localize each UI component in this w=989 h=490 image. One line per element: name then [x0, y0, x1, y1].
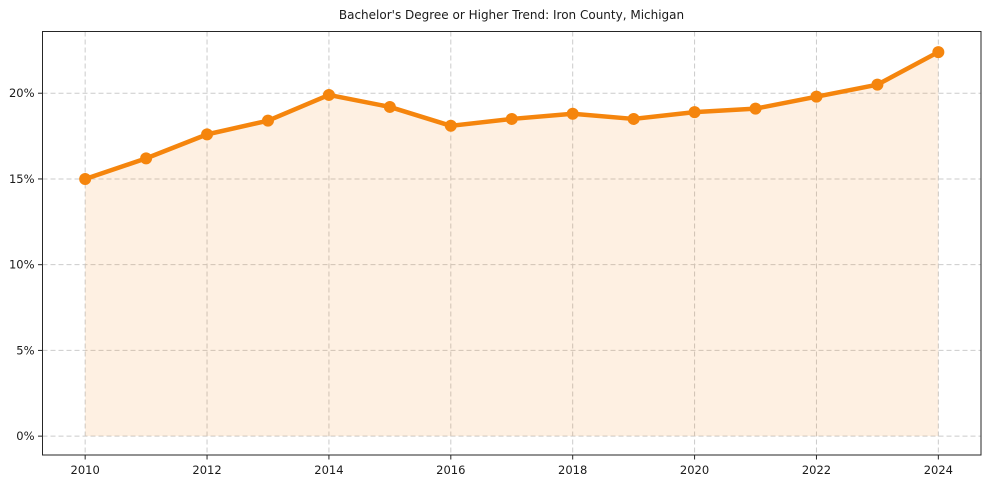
y-tick-label: 0% [16, 429, 34, 443]
x-tick-label: 2024 [924, 463, 953, 477]
data-point [201, 128, 214, 141]
x-tick-label: 2012 [192, 463, 221, 477]
data-point [688, 106, 701, 119]
data-point [383, 100, 396, 113]
x-tick-label: 2022 [802, 463, 831, 477]
data-point [140, 152, 153, 165]
data-point [79, 172, 92, 185]
x-tick-label: 2014 [314, 463, 343, 477]
plot-border [42, 31, 982, 456]
data-point [261, 114, 274, 127]
data-point [322, 88, 335, 101]
area-fill [85, 52, 939, 437]
y-tick-label: 20% [9, 86, 35, 100]
data-point [566, 107, 579, 120]
data-point [932, 46, 945, 59]
data-point [871, 78, 884, 91]
x-tick-label: 2020 [680, 463, 709, 477]
data-point [627, 112, 640, 125]
data-point [505, 112, 518, 125]
data-point [749, 102, 762, 115]
y-tick-label: 10% [9, 258, 35, 272]
data-point [444, 119, 457, 132]
x-tick-label: 2018 [558, 463, 587, 477]
x-tick-label: 2010 [71, 463, 100, 477]
chart-title: Bachelor's Degree or Higher Trend: Iron … [338, 8, 685, 22]
y-tick-label: 5% [16, 343, 34, 357]
x-tick-label: 2016 [436, 463, 465, 477]
data-point [810, 90, 823, 103]
y-tick-label: 15% [9, 172, 35, 186]
